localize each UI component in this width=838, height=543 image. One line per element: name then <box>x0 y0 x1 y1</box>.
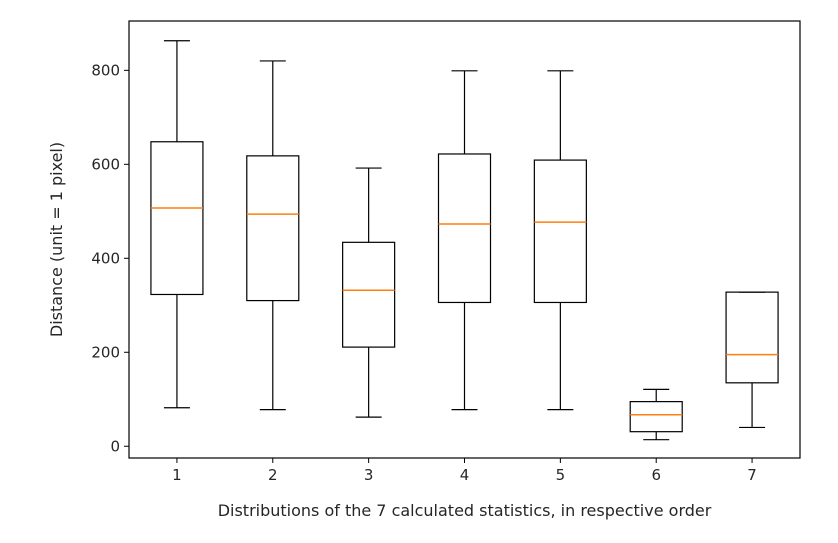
box-6 <box>629 388 683 441</box>
chart-marks <box>150 40 779 441</box>
x-tick-label-1: 1 <box>172 466 182 484</box>
x-axis-ticks: 1 2 3 4 5 6 7 <box>172 458 757 484</box>
box-5 <box>533 70 587 411</box>
box-rect-2 <box>246 155 300 302</box>
box-4 <box>437 70 492 411</box>
x-tick-label-3: 3 <box>364 466 374 484</box>
box-rect-7 <box>725 291 779 384</box>
x-tick-label-2: 2 <box>268 466 278 484</box>
box-7 <box>725 291 779 429</box>
box-1 <box>150 40 204 409</box>
box-3 <box>342 167 396 418</box>
y-tick-label-600: 600 <box>91 155 120 173</box>
x-axis-label: Distributions of the 7 calculated statis… <box>218 501 712 520</box>
box-2 <box>246 60 300 411</box>
y-tick-label-200: 200 <box>91 343 120 361</box>
y-axis-label: Distance (unit = 1 pixel) <box>47 142 66 337</box>
y-tick-label-800: 800 <box>91 61 120 79</box>
x-tick-label-5: 5 <box>556 466 566 484</box>
box-rect-6 <box>629 401 683 433</box>
x-tick-label-7: 7 <box>747 466 757 484</box>
x-tick-label-6: 6 <box>651 466 661 484</box>
box-rect-5 <box>533 159 587 304</box>
x-tick-label-4: 4 <box>460 466 470 484</box>
y-tick-label-0: 0 <box>110 437 120 455</box>
box-rect-4 <box>437 153 492 304</box>
y-tick-label-400: 400 <box>91 249 120 267</box>
box-rect-1 <box>150 141 204 296</box>
box-rect-3 <box>342 241 396 348</box>
y-axis-ticks: 0 200 400 600 800 <box>91 61 129 455</box>
axes-frame <box>128 20 801 459</box>
